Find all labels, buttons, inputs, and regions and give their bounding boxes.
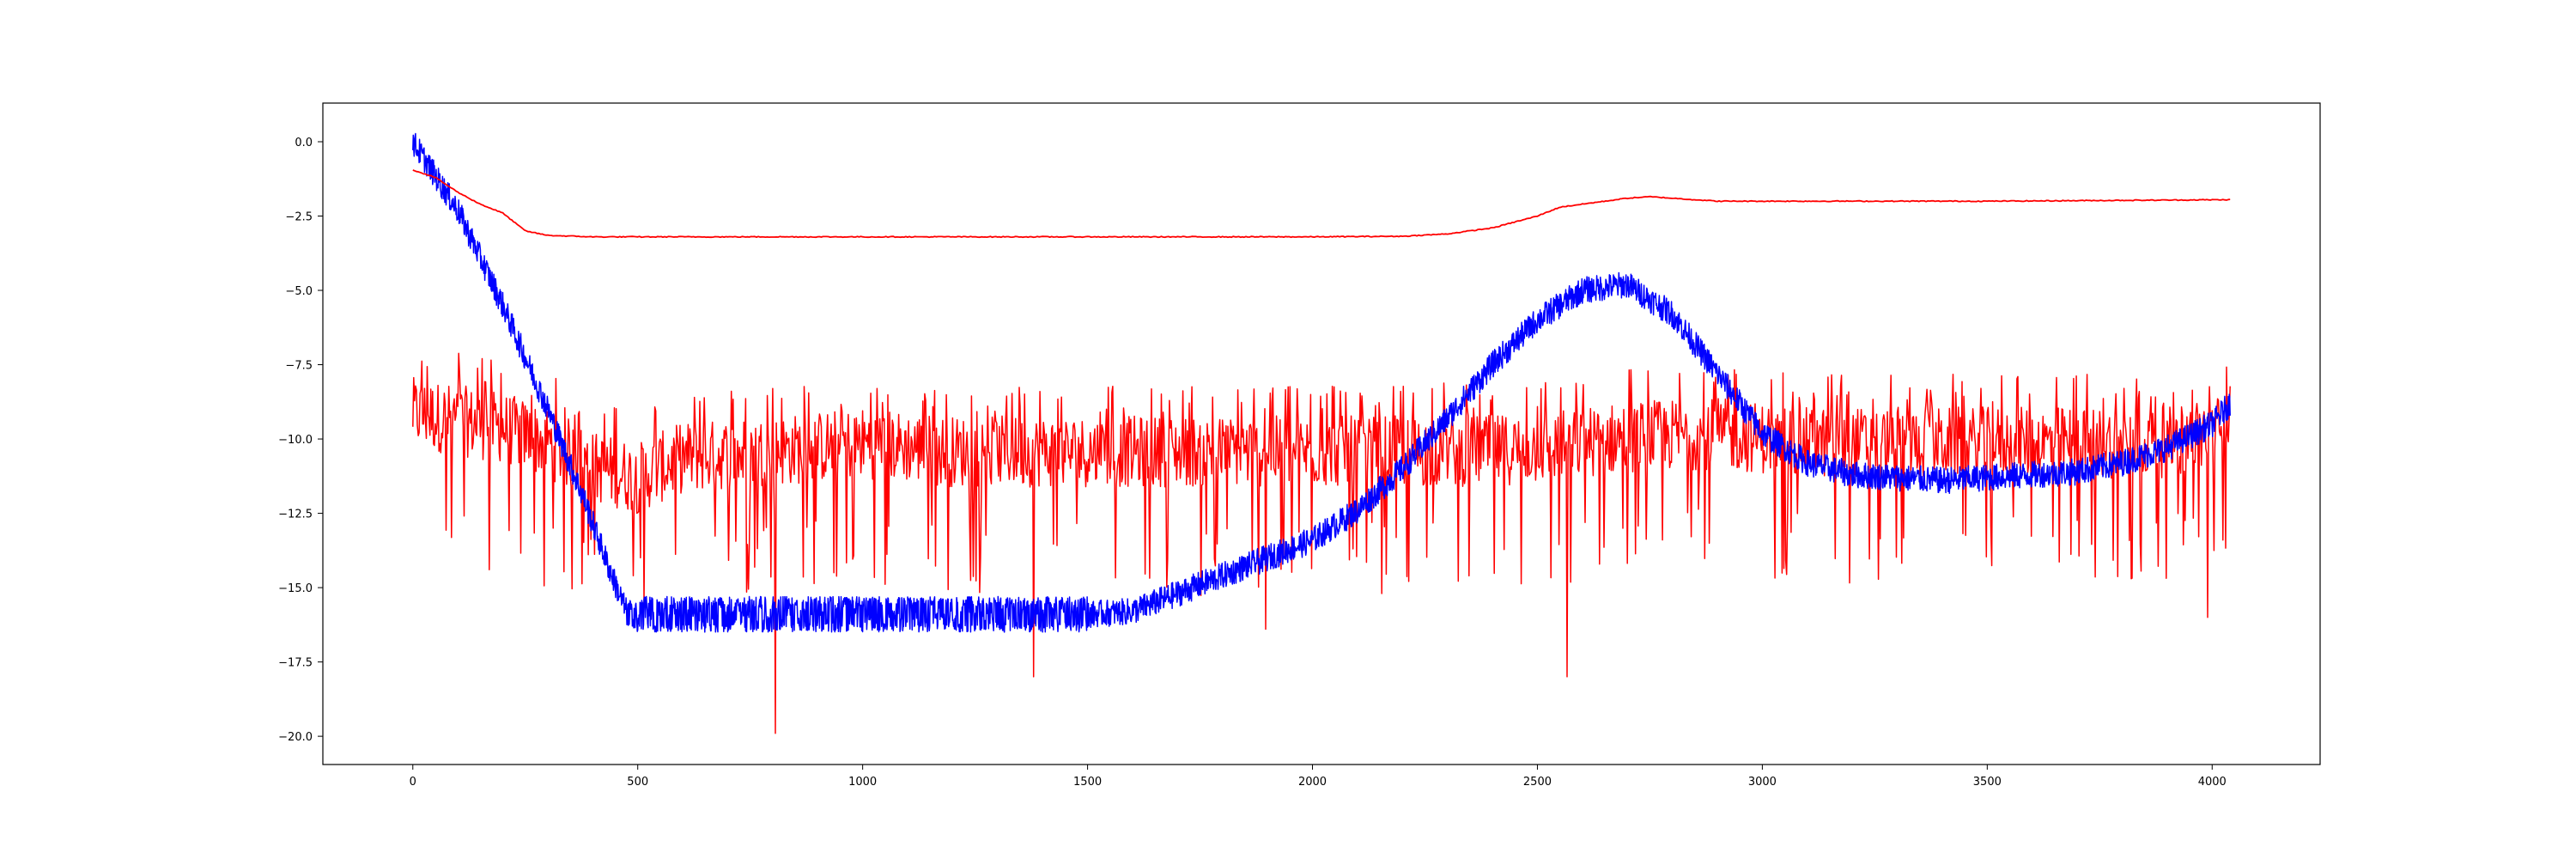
y-axis: 0.0 −2.5 −5.0 −7.5 −10.0 −12.5 −15.0 −17.5 −20.0 — [278, 137, 323, 744]
series-line-1 — [412, 169, 2231, 239]
x-tick-label: 2500 — [1523, 776, 1552, 789]
x-tick-label: 2000 — [1298, 776, 1327, 789]
x-tick-label: 4000 — [2198, 776, 2227, 789]
y-tick-label: 0.0 — [295, 137, 313, 149]
series-line-2 — [412, 352, 2231, 734]
x-tick-label: 500 — [627, 776, 648, 789]
x-tick-label: 3500 — [1973, 776, 2002, 789]
series-line-0 — [412, 132, 2231, 633]
x-tick-label: 1000 — [848, 776, 877, 789]
y-tick-label: −5.0 — [285, 285, 313, 298]
x-tick-label: 1500 — [1073, 776, 1102, 789]
axes-frame — [322, 102, 2321, 765]
y-tick-label: −7.5 — [285, 360, 313, 373]
x-tick-label: 3000 — [1748, 776, 1777, 789]
y-tick-label: −15.0 — [278, 582, 313, 595]
x-axis: 0 500 1000 1500 2000 2500 3000 3500 4000 — [410, 765, 2227, 789]
x-tick-label: 0 — [410, 776, 416, 789]
y-tick-label: −17.5 — [278, 657, 313, 670]
y-tick-label: −12.5 — [278, 509, 313, 521]
series-layer — [412, 132, 2231, 734]
y-tick-label: −10.0 — [278, 434, 313, 447]
y-tick-label: −2.5 — [285, 211, 313, 224]
y-tick-label: −20.0 — [278, 731, 313, 744]
